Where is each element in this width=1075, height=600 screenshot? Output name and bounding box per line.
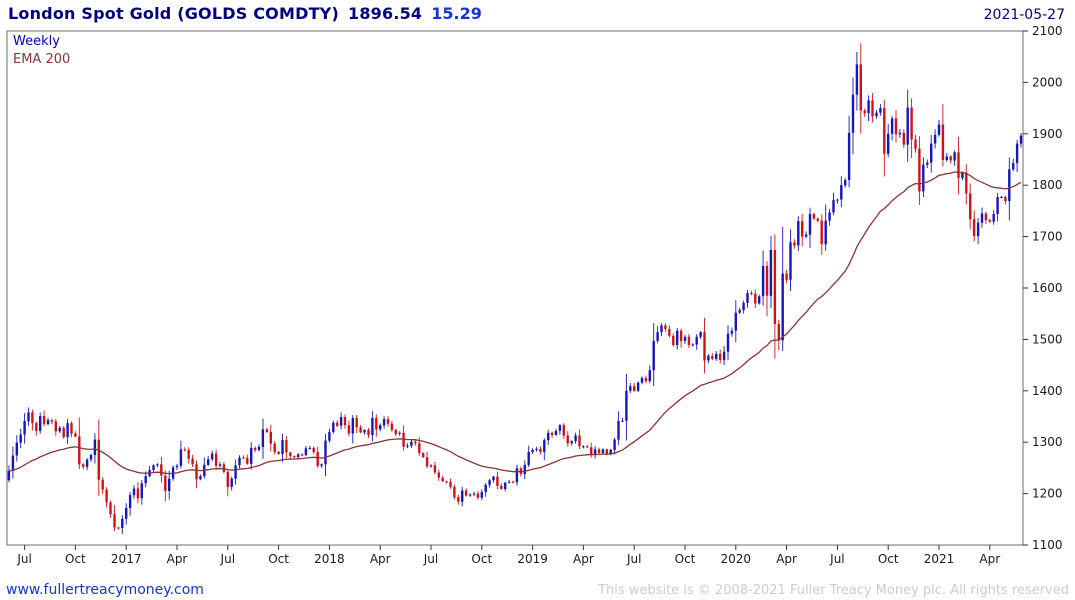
svg-text:2021: 2021 bbox=[924, 552, 955, 566]
svg-text:1100: 1100 bbox=[1032, 538, 1063, 552]
title-line: London Spot Gold (GOLDS COMDTY) 1896.54 … bbox=[8, 4, 482, 23]
svg-text:Oct: Oct bbox=[65, 552, 86, 566]
svg-text:Jul: Jul bbox=[423, 552, 438, 566]
svg-text:Oct: Oct bbox=[268, 552, 289, 566]
svg-text:1500: 1500 bbox=[1032, 332, 1063, 346]
svg-text:1300: 1300 bbox=[1032, 435, 1063, 449]
header: London Spot Gold (GOLDS COMDTY) 1896.54 … bbox=[8, 4, 1065, 23]
svg-text:Jul: Jul bbox=[16, 552, 31, 566]
svg-text:2000: 2000 bbox=[1032, 75, 1063, 89]
candlestick-chart[interactable]: 1100 1200 1300 1400 1500 1600 1700 1800 1900 2000… bbox=[0, 26, 1075, 578]
svg-text:1600: 1600 bbox=[1032, 281, 1063, 295]
svg-text:2017: 2017 bbox=[111, 552, 142, 566]
svg-text:Apr: Apr bbox=[167, 552, 188, 566]
svg-text:Oct: Oct bbox=[878, 552, 899, 566]
svg-text:2100: 2100 bbox=[1032, 26, 1063, 38]
price-change: 15.29 bbox=[431, 4, 482, 23]
chart-date: 2021-05-27 bbox=[983, 7, 1065, 23]
svg-text:1800: 1800 bbox=[1032, 178, 1063, 192]
svg-text:Apr: Apr bbox=[573, 552, 594, 566]
svg-text:Oct: Oct bbox=[675, 552, 696, 566]
svg-text:1200: 1200 bbox=[1032, 487, 1063, 501]
svg-text:Jul: Jul bbox=[829, 552, 844, 566]
svg-text:2019: 2019 bbox=[517, 552, 548, 566]
svg-text:1700: 1700 bbox=[1032, 230, 1063, 244]
svg-text:Apr: Apr bbox=[979, 552, 1000, 566]
footer: www.fullertreacymoney.com This website i… bbox=[0, 582, 1075, 598]
svg-text:Jul: Jul bbox=[626, 552, 641, 566]
svg-text:2020: 2020 bbox=[721, 552, 752, 566]
legend-interval-label: Weekly bbox=[13, 34, 60, 49]
svg-text:Jul: Jul bbox=[220, 552, 235, 566]
svg-text:1900: 1900 bbox=[1032, 127, 1063, 141]
chart-legend: Weekly EMA 200 bbox=[13, 33, 70, 69]
chart-area: 1100 1200 1300 1400 1500 1600 1700 1800 1900 2000… bbox=[0, 26, 1075, 578]
svg-text:Apr: Apr bbox=[370, 552, 391, 566]
svg-text:Oct: Oct bbox=[471, 552, 492, 566]
legend-ema-label: EMA 200 bbox=[13, 52, 71, 67]
svg-text:Apr: Apr bbox=[776, 552, 797, 566]
footer-link[interactable]: www.fullertreacymoney.com bbox=[6, 582, 204, 598]
svg-text:2018: 2018 bbox=[314, 552, 345, 566]
chart-title: London Spot Gold (GOLDS COMDTY) bbox=[8, 4, 339, 23]
svg-text:1400: 1400 bbox=[1032, 384, 1063, 398]
last-price: 1896.54 bbox=[347, 4, 423, 23]
copyright-text: This website is © 2008-2021 Fuller Treac… bbox=[598, 583, 1069, 598]
